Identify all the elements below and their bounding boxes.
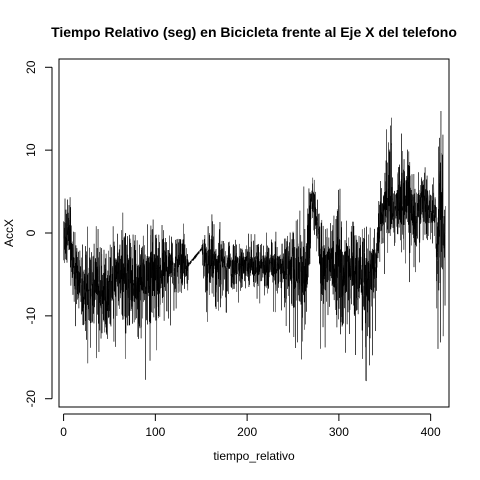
y-tick-label: 20 [24,60,38,74]
chart-title: Tiempo Relativo (seg) en Bicicleta frent… [51,24,457,40]
x-tick-label: 0 [60,425,67,439]
y-tick-label: 0 [24,229,38,236]
x-tick-label: 400 [421,425,441,439]
y-tick-label: -20 [24,390,38,408]
x-tick-label: 200 [237,425,257,439]
y-axis-label: AccX [2,219,16,247]
x-tick-label: 100 [145,425,165,439]
y-tick-label: -10 [24,307,38,325]
y-tick-label: 10 [24,143,38,157]
plot-frame [58,58,450,408]
accx-series-line [63,111,446,382]
x-tick-label: 300 [329,425,349,439]
x-axis: 0 100 200 300 400 [60,413,441,439]
plot-area [63,111,446,382]
y-axis: -20 -10 0 10 20 [24,60,53,408]
x-axis-label: tiempo_relativo [213,449,295,463]
